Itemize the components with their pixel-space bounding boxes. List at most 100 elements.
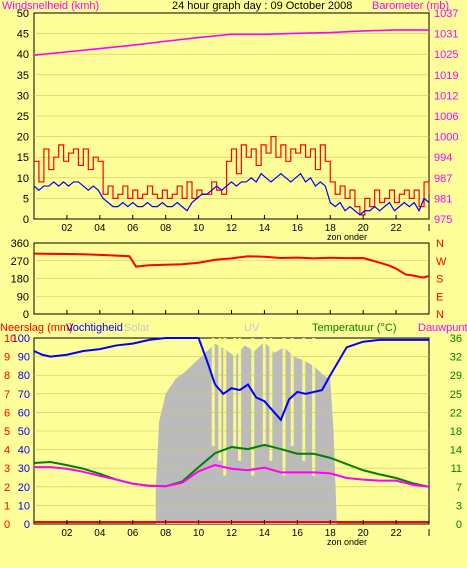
legend-rain: Neerslag (mm) xyxy=(0,322,73,334)
bot-x-tick-label: 06 xyxy=(127,528,139,539)
series-avg-line xyxy=(33,172,430,216)
top-x-tick-label: 08 xyxy=(160,223,172,234)
chart-title: 24 hour graph day : 09 October 2008 xyxy=(172,0,352,12)
top-x-tick-label: 16 xyxy=(292,223,304,234)
top-x-tick-label: 06 xyxy=(127,223,139,234)
legend-dewpoint: Dauwpunt xyxy=(418,322,467,334)
direction-tick-label: 360 xyxy=(11,238,29,250)
uv-spike xyxy=(251,338,255,476)
wind-tick-label: 25 xyxy=(17,111,29,123)
series-dewpoint-line xyxy=(34,464,430,488)
uv-spike xyxy=(223,338,227,476)
direction-tick-label: 90 xyxy=(17,291,29,303)
rain-tick-label: 1 xyxy=(4,500,10,512)
rain-tick-label: 5 xyxy=(4,426,10,438)
uv-spike xyxy=(233,338,237,446)
bot-x-tick-label: 22 xyxy=(391,528,403,539)
bot-x-tick-label: 02 xyxy=(61,528,73,539)
wind-axis-label: Windsnelheid (kmh) xyxy=(2,0,99,12)
series-direction-line xyxy=(33,252,430,279)
temperature-tick-label: 11 xyxy=(451,463,462,475)
top-x-tick-label: 12 xyxy=(226,223,238,234)
compass-tick-label: N xyxy=(436,309,444,321)
wind-tick-label: 0 xyxy=(23,214,29,226)
rain-tick-label: 3 xyxy=(4,463,10,475)
solar-area xyxy=(155,341,337,524)
top-x-tick-label: 18 xyxy=(325,223,337,234)
series-gust-line xyxy=(34,136,430,216)
legend-solar: Solar xyxy=(124,322,150,334)
top-x-tick-label: 02 xyxy=(61,223,73,234)
series-barometer-line xyxy=(33,29,429,56)
sunset-label-bottom: zon onder xyxy=(327,537,367,547)
barometer-tick-label: 1025 xyxy=(434,49,458,61)
temperature-tick-label: 7 xyxy=(456,482,462,494)
bot-x-tick-label: 10 xyxy=(193,528,205,539)
legend-humidity: Vochtigheid xyxy=(66,322,123,334)
temperature-tick-label: 25 xyxy=(450,389,462,401)
bot-x-tick-label: 18 xyxy=(325,528,337,539)
rain-tick-label: 2 xyxy=(4,482,10,494)
compass-tick-label: S xyxy=(436,274,443,286)
temperature-tick-label: 32 xyxy=(450,352,462,364)
wind-tick-label: 40 xyxy=(17,49,29,61)
barometer-tick-label: 1000 xyxy=(434,132,458,144)
humidity-tick-label: 0 xyxy=(24,519,30,531)
humidity-tick-label: 90 xyxy=(18,352,30,364)
humidity-tick-label: 30 xyxy=(18,463,30,475)
top-x-tick-label: 20 xyxy=(358,223,370,234)
top-x-tick-label: 10 xyxy=(193,223,205,234)
series-temperature-line xyxy=(33,443,430,488)
rain-tick-label: 9 xyxy=(4,352,10,364)
rain-tick-label: 6 xyxy=(4,407,10,419)
series-humidity-line xyxy=(33,337,429,422)
wind-tick-label: 20 xyxy=(17,132,29,144)
uv-spike xyxy=(218,338,222,461)
legend-temperature: Temperatuur (°C) xyxy=(312,322,396,334)
barometer-tick-label: 1037 xyxy=(434,8,458,20)
barometer-tick-label: 1019 xyxy=(434,70,458,82)
wind-tick-label: 50 xyxy=(17,8,29,20)
uv-spike xyxy=(211,338,215,446)
barometer-tick-label: 975 xyxy=(434,214,452,226)
humidity-tick-label: 20 xyxy=(18,482,30,494)
humidity-tick-label: 100 xyxy=(12,333,30,345)
uv-spike xyxy=(238,338,242,461)
bot-x-tick-label: 20 xyxy=(358,528,370,539)
barometer-tick-label: 1031 xyxy=(434,29,458,41)
rain-tick-label: 7 xyxy=(4,389,10,401)
rain-tick-label: 4 xyxy=(4,445,10,457)
bot-x-tick-label: 04 xyxy=(94,528,106,539)
rain-tick-label: 0 xyxy=(4,519,10,531)
direction-tick-label: 270 xyxy=(11,256,29,268)
humidity-tick-label: 70 xyxy=(18,389,30,401)
compass-tick-label: W xyxy=(436,256,447,268)
barometer-tick-label: 987 xyxy=(434,173,452,185)
top-x-tick-label: 14 xyxy=(259,223,271,234)
humidity-tick-label: 60 xyxy=(18,407,30,419)
bot-x-tick-label: 12 xyxy=(226,528,238,539)
temperature-tick-label: 3 xyxy=(456,500,462,512)
barometer-axis-label: Barometer (mb) xyxy=(372,0,449,12)
uv-spike xyxy=(312,338,316,476)
top-x-tick-label: 22 xyxy=(391,223,403,234)
humidity-tick-label: 50 xyxy=(18,426,30,438)
legend-uv: UV xyxy=(244,322,260,334)
temperature-tick-label: 14 xyxy=(450,445,462,457)
top-x-tick-label: 04 xyxy=(94,223,106,234)
rain-tick-label: 10 xyxy=(4,333,16,345)
uv-spike xyxy=(282,338,286,476)
uv-spike xyxy=(262,338,266,446)
direction-tick-label: 180 xyxy=(11,274,29,286)
uv-spike xyxy=(302,338,306,461)
sunset-label: zon onder xyxy=(327,232,367,242)
direction-tick-label: 0 xyxy=(23,309,29,321)
wind-tick-label: 30 xyxy=(17,90,29,102)
wind-tick-label: 45 xyxy=(17,29,29,41)
bot-x-tick-label: 08 xyxy=(160,528,172,539)
barometer-tick-label: 981 xyxy=(434,193,452,205)
temperature-tick-label: 18 xyxy=(450,426,462,438)
barometer-tick-label: 1006 xyxy=(434,111,458,123)
humidity-tick-label: 10 xyxy=(18,500,30,512)
